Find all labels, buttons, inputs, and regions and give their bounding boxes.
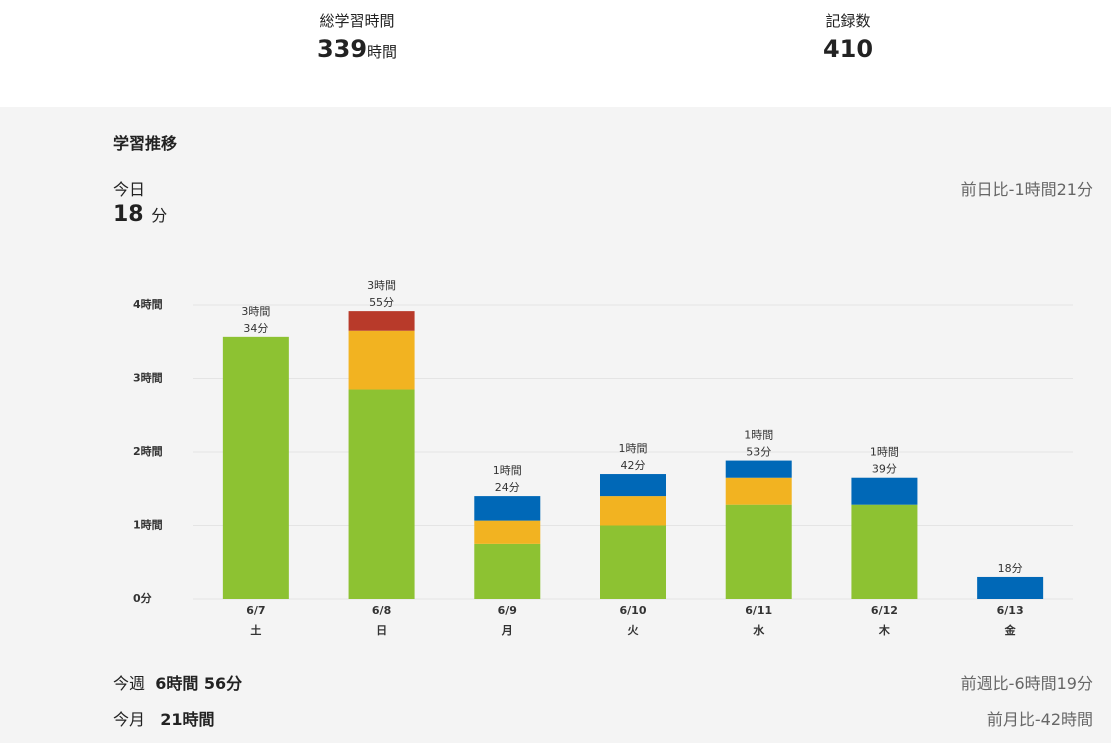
today-value: 18 分 [113,202,167,227]
x-tick-label: 木 [878,623,891,637]
y-tick-label: 3時間 [133,371,163,385]
bar-segment [348,330,415,390]
bar-label: 1時間 [870,446,899,459]
x-tick-label: 6/9 [498,604,517,617]
today-unit: 分 [151,206,168,225]
today-compare: 前日比-1時間21分 [960,180,1093,199]
bar-label: 18分 [998,562,1023,575]
summary-compare: 前月比-42時間 [986,710,1093,729]
summary-row: 今月 21時間 [113,706,215,730]
bar-label: 1時間 [493,464,522,477]
x-tick-label: 6/7 [246,604,265,617]
x-tick-label: 月 [501,624,513,637]
bar-label: 24分 [495,481,520,494]
stat-label: 記録数 [825,12,871,30]
x-tick-label: 6/13 [997,604,1024,617]
bar-segment [474,520,541,544]
bar-label: 1時間 [744,429,773,442]
bar-label: 39分 [872,463,897,476]
bar-segment [725,460,792,478]
x-tick-label: 6/10 [620,604,647,617]
summary-label: 今週 [113,674,146,693]
summary-compare: 前週比-6時間19分 [960,674,1093,693]
x-tick-label: 日 [376,624,387,637]
x-tick-label: 土 [250,623,261,637]
bar-label: 42分 [621,459,646,472]
x-tick-label: 金 [1004,623,1017,637]
stat-label: 総学習時間 [319,12,395,30]
summary-value: 6時間 56分 [155,674,243,693]
section-title: 学習推移 [113,134,178,153]
stat: 記録数 410 [698,10,998,63]
y-tick-label: 4時間 [133,297,163,311]
bar-segment [851,504,918,599]
bar-segment [725,477,792,505]
today-label: 今日 [113,180,146,199]
y-tick-label: 2時間 [133,444,163,458]
summary-label: 今月 [113,710,146,729]
stat-number: 339 [316,35,368,63]
x-tick-label: 6/11 [745,604,772,617]
x-tick-label: 水 [753,623,765,637]
stat: 総学習時間 339時間 [207,10,507,63]
y-tick-label: 0分 [133,591,152,605]
bar-segment [600,525,666,599]
chart: 0分 1時間 2時間 3時間 4時間 3時間 34分 6/7 土 3時間 55分 6/8 日 1時間 24分… [133,279,1073,637]
x-tick-label: 6/8 [372,604,391,617]
bar-segment [348,389,415,599]
x-tick-label: 火 [628,624,640,637]
bar-label: 3時間 [367,279,396,292]
x-tick-label: 6/12 [871,604,898,617]
bar-segment [725,504,792,599]
bar-segment [474,543,541,599]
bar-segment [600,474,666,497]
bar-label: 34分 [243,322,268,335]
stat-value: 339時間 [207,35,507,63]
summary-value: 21時間 [160,710,215,729]
panel [0,107,1111,743]
bar-segment [222,336,289,599]
stat-unit: 時間 [367,43,398,61]
today-number: 18 [113,202,144,227]
bar-segment [600,496,666,526]
summary-row: 今週 6時間 56分 [113,670,242,694]
bar-segment [851,477,918,505]
bar-segment [348,311,415,331]
bar-segment [474,496,541,521]
bar-label: 53分 [746,446,771,459]
bar-label: 55分 [369,296,394,309]
y-tick-label: 1時間 [133,518,163,532]
bar-label: 3時間 [241,305,270,318]
bar-segment [977,576,1044,599]
stat-value: 410 [822,35,874,63]
bar-label: 1時間 [619,442,648,455]
